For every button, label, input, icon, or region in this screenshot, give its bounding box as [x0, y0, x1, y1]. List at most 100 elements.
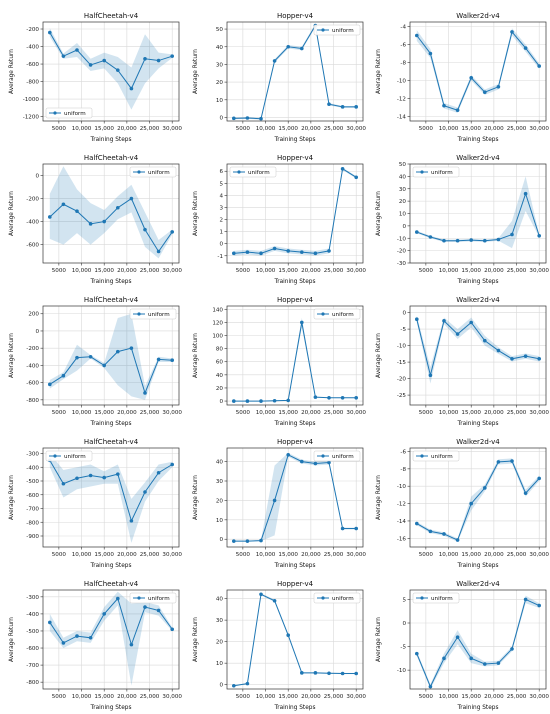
legend-box [45, 107, 93, 119]
x-tick-label: 15,000 [461, 694, 481, 700]
data-point [143, 227, 147, 232]
series-line [416, 30, 540, 111]
data-point [483, 486, 487, 490]
data-point [340, 167, 345, 171]
data-point [259, 538, 263, 543]
legend-marker [420, 170, 424, 174]
y-tick-label: -500 [26, 629, 39, 635]
y-axis-label: Average Return [9, 333, 15, 378]
x-tick-label: 25,000 [507, 552, 527, 558]
x-tick-label: 25,000 [324, 410, 344, 416]
data-point [300, 320, 304, 325]
confidence-band [416, 315, 540, 384]
plot-area [43, 448, 179, 547]
y-tick-label: 30 [216, 62, 224, 68]
data-point [61, 202, 66, 207]
chart-title: HalfCheetah-v4 [84, 580, 139, 588]
y-tick-label: 5 [219, 181, 223, 187]
y-tick-label: -400 [26, 612, 39, 618]
y-tick-label: -30 [397, 261, 407, 267]
chart-panel: 5000 10,000 15,000 20,000 25,000 30,000 -800 -6… [9, 296, 182, 427]
chart-panel: 5000 10,000 15,000 20,000 25,000 30,000 0 10 20 3… [193, 580, 366, 711]
data-point [537, 357, 541, 361]
data-point [143, 391, 147, 395]
y-tick-label: 200 [28, 312, 39, 318]
series-line [233, 168, 357, 254]
data-point [48, 30, 52, 35]
data-point [129, 519, 134, 523]
y-axis-label: Average Return [193, 617, 199, 662]
y-tick-label: -800 [26, 398, 39, 404]
x-tick-label: 30,000 [346, 268, 366, 274]
y-tick-label: 1 [219, 230, 223, 236]
x-tick-label: 5000 [52, 552, 67, 558]
legend: uniform [313, 450, 361, 462]
legend-marker [321, 454, 325, 458]
data-point [415, 651, 419, 656]
x-tick-label: 10,000 [256, 268, 276, 274]
y-tick-label: 30 [216, 479, 224, 485]
data-point [272, 598, 277, 603]
legend-label: uniform [248, 170, 270, 176]
x-tick-label: 15,000 [94, 126, 114, 132]
data-point [523, 46, 528, 50]
x-tick-label: 30,000 [346, 694, 366, 700]
y-tick-label: 0 [219, 115, 223, 121]
y-tick-label: -12 [397, 97, 406, 103]
y-tick-label: -400 [26, 220, 39, 226]
chart-panel: 5000 10,000 15,000 20,000 25,000 30,000 -16 -14… [376, 438, 549, 569]
x-tick-label: 5000 [419, 126, 434, 132]
legend-box [129, 166, 177, 178]
plot-area [410, 590, 546, 689]
y-tick-label: 10 [216, 518, 224, 524]
plot-frame [42, 589, 180, 690]
y-tick-label: 0 [219, 537, 223, 543]
plot-frame [226, 21, 364, 122]
data-point [313, 395, 318, 399]
y-tick-label: 40 [216, 373, 224, 379]
legend-box [313, 450, 361, 462]
data-point [75, 209, 79, 213]
data-point [469, 501, 473, 506]
chart-panel: 5000 10,000 15,000 20,000 25,000 30,000 0 10 20 3… [193, 12, 366, 143]
legend-box [229, 166, 277, 178]
x-tick-label: 30,000 [529, 694, 549, 700]
chart-title: HalfCheetah-v4 [84, 438, 139, 446]
data-point [483, 90, 487, 94]
plot-area [410, 448, 546, 547]
data-point [143, 56, 147, 61]
data-point [483, 662, 487, 666]
data-point [286, 452, 290, 457]
x-axis-label: Training Steps [90, 563, 132, 569]
data-point [272, 59, 277, 63]
data-point [354, 175, 358, 180]
x-tick-label: 10,000 [439, 410, 459, 416]
x-tick-label: 30,000 [162, 268, 182, 274]
x-tick-label: 20,000 [484, 694, 504, 700]
x-tick-label: 25,000 [507, 694, 527, 700]
x-tick-label: 5000 [52, 268, 67, 274]
legend-box [313, 24, 361, 36]
data-point [102, 475, 106, 480]
y-tick-label: -200 [26, 197, 39, 203]
y-tick-label: 5 [402, 597, 406, 603]
data-point [102, 363, 106, 368]
x-axis-label: Training Steps [457, 421, 499, 427]
data-point [340, 526, 345, 531]
legend-marker [321, 596, 325, 600]
legend: uniform [313, 24, 361, 36]
x-tick-label: 5000 [236, 126, 251, 132]
data-point [245, 539, 250, 543]
data-point [415, 33, 419, 38]
y-tick-label: 20 [216, 640, 224, 646]
series-line [233, 322, 357, 402]
data-point [245, 399, 250, 403]
plot-frame [409, 589, 547, 690]
chart-title: Hopper-v4 [277, 580, 314, 588]
data-point [116, 205, 120, 210]
data-point [523, 354, 528, 358]
y-tick-label: -500 [26, 479, 39, 485]
data-point [428, 529, 433, 534]
data-point [455, 538, 460, 542]
x-tick-label: 5000 [236, 268, 251, 274]
